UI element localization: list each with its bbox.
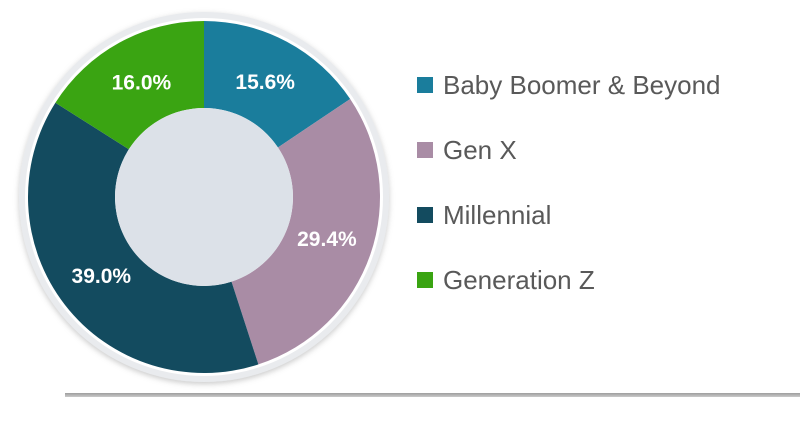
legend-swatch-gen-x-icon — [417, 142, 433, 158]
legend-label: Generation Z — [443, 265, 595, 295]
bottom-divider-line — [65, 393, 800, 397]
legend-label: Millennial — [443, 200, 552, 230]
legend-item-baby-boomer-beyond: Baby Boomer & Beyond — [417, 70, 721, 100]
legend-swatch-generation-z-icon — [417, 272, 433, 288]
legend-item-generation-z: Generation Z — [417, 265, 595, 295]
legend-item-gen-x: Gen X — [417, 135, 517, 165]
donut-data-label-millennial: 39.0% — [72, 265, 132, 288]
donut-chart: 15.6% 29.4% 39.0% 16.0% — [19, 12, 389, 382]
donut-segment-gen-x — [231, 98, 380, 365]
donut-hole — [115, 108, 293, 286]
donut-chart-area: 15.6% 29.4% 39.0% 16.0% — [19, 12, 389, 382]
legend-swatch-millennial-icon — [417, 207, 433, 223]
donut-segment-generation-z — [55, 21, 205, 150]
donut-data-label-baby-boomer-beyond: 15.6% — [235, 71, 295, 94]
legend-label: Baby Boomer & Beyond — [443, 70, 721, 100]
donut-segment-millennial — [27, 102, 259, 374]
legend-label: Gen X — [443, 135, 517, 165]
donut-segment-baby-boomer-beyond — [204, 21, 351, 148]
donut-data-label-gen-x: 29.4% — [297, 228, 357, 251]
legend-item-millennial: Millennial — [417, 200, 551, 230]
donut-data-label-generation-z: 16.0% — [112, 72, 172, 95]
legend-swatch-baby-boomer-beyond-icon — [417, 77, 433, 93]
